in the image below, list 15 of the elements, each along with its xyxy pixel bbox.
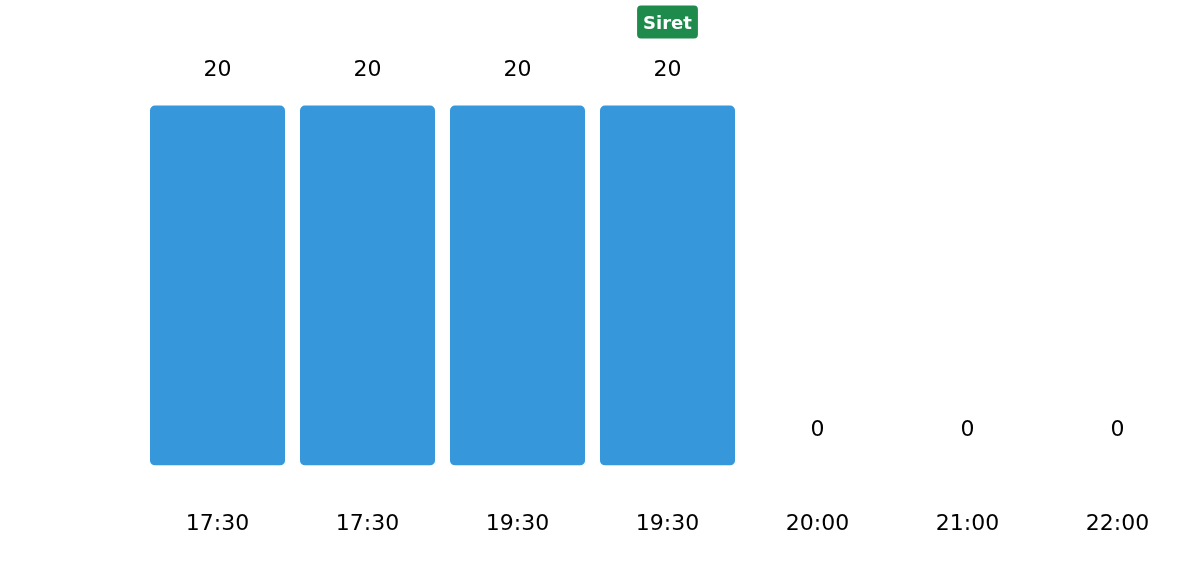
x-tick-label: 17:30 bbox=[185, 509, 250, 535]
x-tick-label: 19:30 bbox=[485, 509, 550, 535]
data-label: 20 bbox=[353, 55, 382, 81]
data-label: 20 bbox=[503, 55, 532, 81]
data-label: 20 bbox=[203, 55, 232, 81]
chart-title: Siret bbox=[643, 11, 693, 33]
data-label: 0 bbox=[1110, 415, 1125, 441]
x-tick-label: 21:00 bbox=[935, 509, 1000, 535]
x-tick-label: 20:00 bbox=[785, 509, 850, 535]
x-tick-label: 19:30 bbox=[635, 509, 700, 535]
data-label: 0 bbox=[810, 415, 825, 441]
x-tick-label: 17:30 bbox=[335, 509, 400, 535]
x-tick-label: 22:00 bbox=[1085, 509, 1150, 535]
data-label: 0 bbox=[960, 415, 975, 441]
data-label: 20 bbox=[653, 55, 682, 81]
